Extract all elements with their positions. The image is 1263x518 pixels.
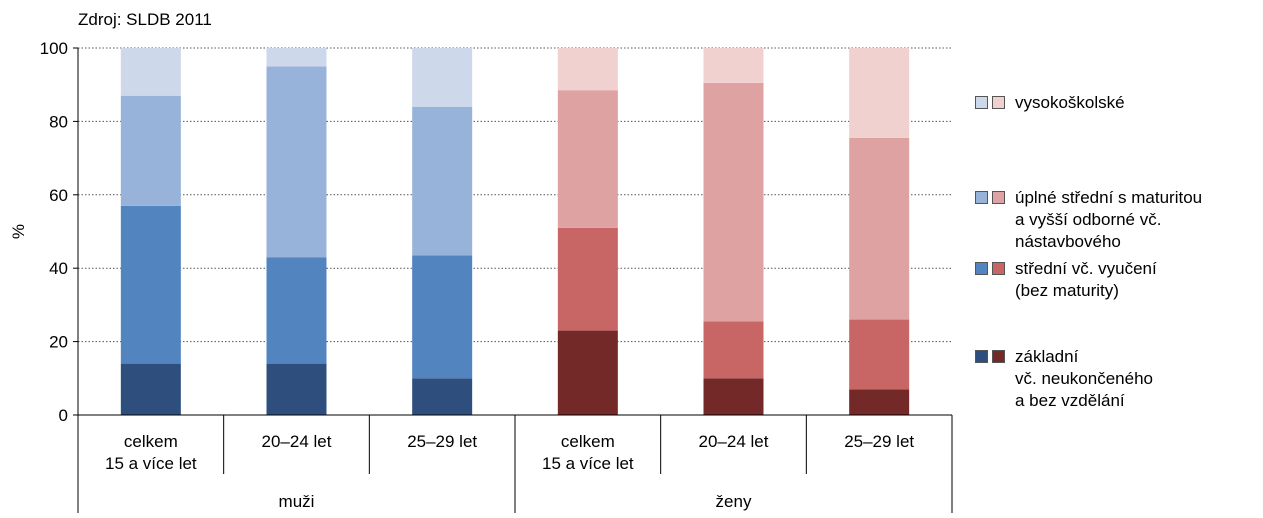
x-tick-label: celkem [124,432,178,451]
bar-segment [557,48,618,91]
bar-segment [849,137,910,320]
y-tick-label: 0 [59,406,68,425]
legend-line: nástavbového [1015,232,1121,251]
legend-label: vysokoškolské [1015,92,1125,114]
legend-label: úplné střední s maturitou a vyšší odborn… [1015,187,1202,253]
bar-segment [703,48,764,83]
x-tick-label: 25–29 let [407,432,477,451]
legend-label: střední vč. vyučení (bez maturity) [1015,258,1157,302]
legend-line: základní [1015,347,1079,366]
legend-line: a vyšší odborné vč. [1015,210,1162,229]
y-tick-label: 60 [49,186,68,205]
legend-line: střední vč. vyučení [1015,259,1157,278]
bar-segment [703,321,764,379]
bar-segment [266,66,327,258]
bar-segment [120,48,181,96]
bar-segment [266,257,327,364]
bar-segment [412,106,473,256]
bar-segment [266,48,327,67]
bar-segment [557,227,618,331]
legend-swatch-men [975,96,988,109]
y-tick-label: 100 [40,39,68,58]
bar-segment [557,330,618,415]
legend-line: (bez maturity) [1015,281,1119,300]
x-tick-label: 15 a více let [542,454,634,473]
bar-segment [266,363,327,415]
bar-segment [120,95,181,206]
y-axis-label: % [9,224,28,239]
legend-item-stredni-vc-vyuceni: střední vč. vyučení (bez maturity) [975,258,1157,302]
bar-segment [412,48,473,107]
legend-item-uplne-stredni: úplné střední s maturitou a vyšší odborn… [975,187,1202,253]
legend-swatch-men [975,262,988,275]
y-tick-label: 40 [49,259,68,278]
group-label: ženy [716,492,752,511]
bar-segment [703,82,764,322]
legend-line: a bez vzdělání [1015,391,1125,410]
legend: vysokoškolské úplné střední s maturitou … [975,0,1263,513]
y-tick-label: 20 [49,333,68,352]
legend-line: vč. neukončeného [1015,369,1153,388]
legend-item-zakladni: základní vč. neukončeného a bez vzdělání [975,346,1153,412]
legend-swatch-women [992,96,1005,109]
legend-swatch-men [975,350,988,363]
legend-swatch-women [992,350,1005,363]
bar-segment [849,319,910,390]
bar-segment [849,389,910,415]
bar-segment [120,363,181,415]
legend-label: základní vč. neukončeného a bez vzdělání [1015,346,1153,412]
legend-line: úplné střední s maturitou [1015,188,1203,207]
x-tick-label: 20–24 let [699,432,769,451]
legend-item-vysokoskolske: vysokoškolské [975,92,1125,114]
legend-swatch-women [992,191,1005,204]
x-tick-label: 15 a více let [105,454,197,473]
legend-line: vysokoškolské [1015,93,1125,112]
group-label: muži [279,492,315,511]
stacked-bar-chart: Zdroj: SLDB 2011% 0 20 40 60 80 100 celkem 15 a … [9,10,953,513]
bar-segment [120,205,181,364]
y-tick-label: 80 [49,112,68,131]
bar-segment [412,255,473,379]
x-tick-label: 25–29 let [844,432,914,451]
legend-swatch-men [975,191,988,204]
x-tick-label: celkem [561,432,615,451]
legend-swatch-women [992,262,1005,275]
bar-segment [849,48,910,138]
bar-segment [412,378,473,415]
source-note: Zdroj: SLDB 2011 [78,10,212,29]
bar-segment [703,378,764,415]
x-tick-label: 20–24 let [262,432,332,451]
bar-segment [557,90,618,228]
